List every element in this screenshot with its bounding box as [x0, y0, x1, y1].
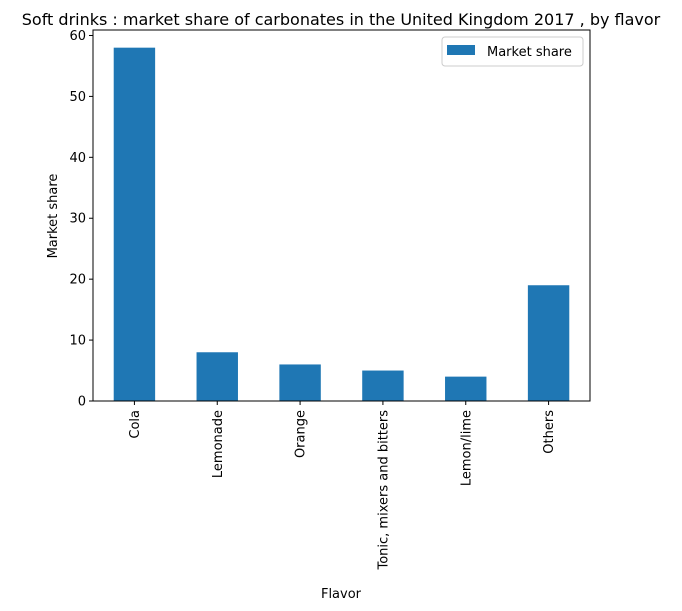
bar-lemon-lime: [445, 376, 487, 401]
y-tick-label: 40: [69, 151, 86, 166]
x-tick-label: Lemonade: [211, 410, 226, 478]
x-tick-label: Cola: [128, 410, 143, 439]
bar-lemonade: [196, 352, 238, 401]
bar-tonic-mixers-and-bitters: [362, 370, 404, 401]
plot-frame: [92, 29, 591, 402]
legend-swatch: [447, 45, 475, 55]
bars-group: [113, 47, 570, 402]
x-tick-label: Lemon/lime: [459, 410, 474, 486]
y-tick-label: 0: [78, 395, 86, 410]
bar-others: [527, 285, 570, 401]
x-tick-label: Orange: [294, 410, 309, 458]
chart-title: Soft drinks : market share of carbonates…: [22, 10, 661, 29]
y-axis-label: Market share: [46, 174, 61, 259]
bar-cola: [113, 47, 156, 402]
y-tick-label: 30: [69, 212, 86, 227]
x-axis: Cola Lemonade Orange Tonic, mixers and bitt…: [128, 401, 557, 571]
y-tick-label: 10: [69, 334, 86, 349]
y-tick-label: 50: [69, 90, 86, 105]
bar-orange: [279, 364, 321, 401]
x-axis-label: Flavor: [321, 587, 362, 602]
y-tick-label: 20: [69, 273, 86, 288]
legend-label: Market share: [487, 45, 572, 60]
x-tick-label: Tonic, mixers and bitters: [376, 410, 391, 571]
y-tick-label: 60: [69, 29, 86, 44]
y-axis: 0 10 20 30 40 50 60: [69, 29, 93, 410]
x-tick-label: Others: [542, 410, 557, 454]
legend: Market share: [441, 36, 584, 67]
legend-frame: [441, 36, 584, 67]
